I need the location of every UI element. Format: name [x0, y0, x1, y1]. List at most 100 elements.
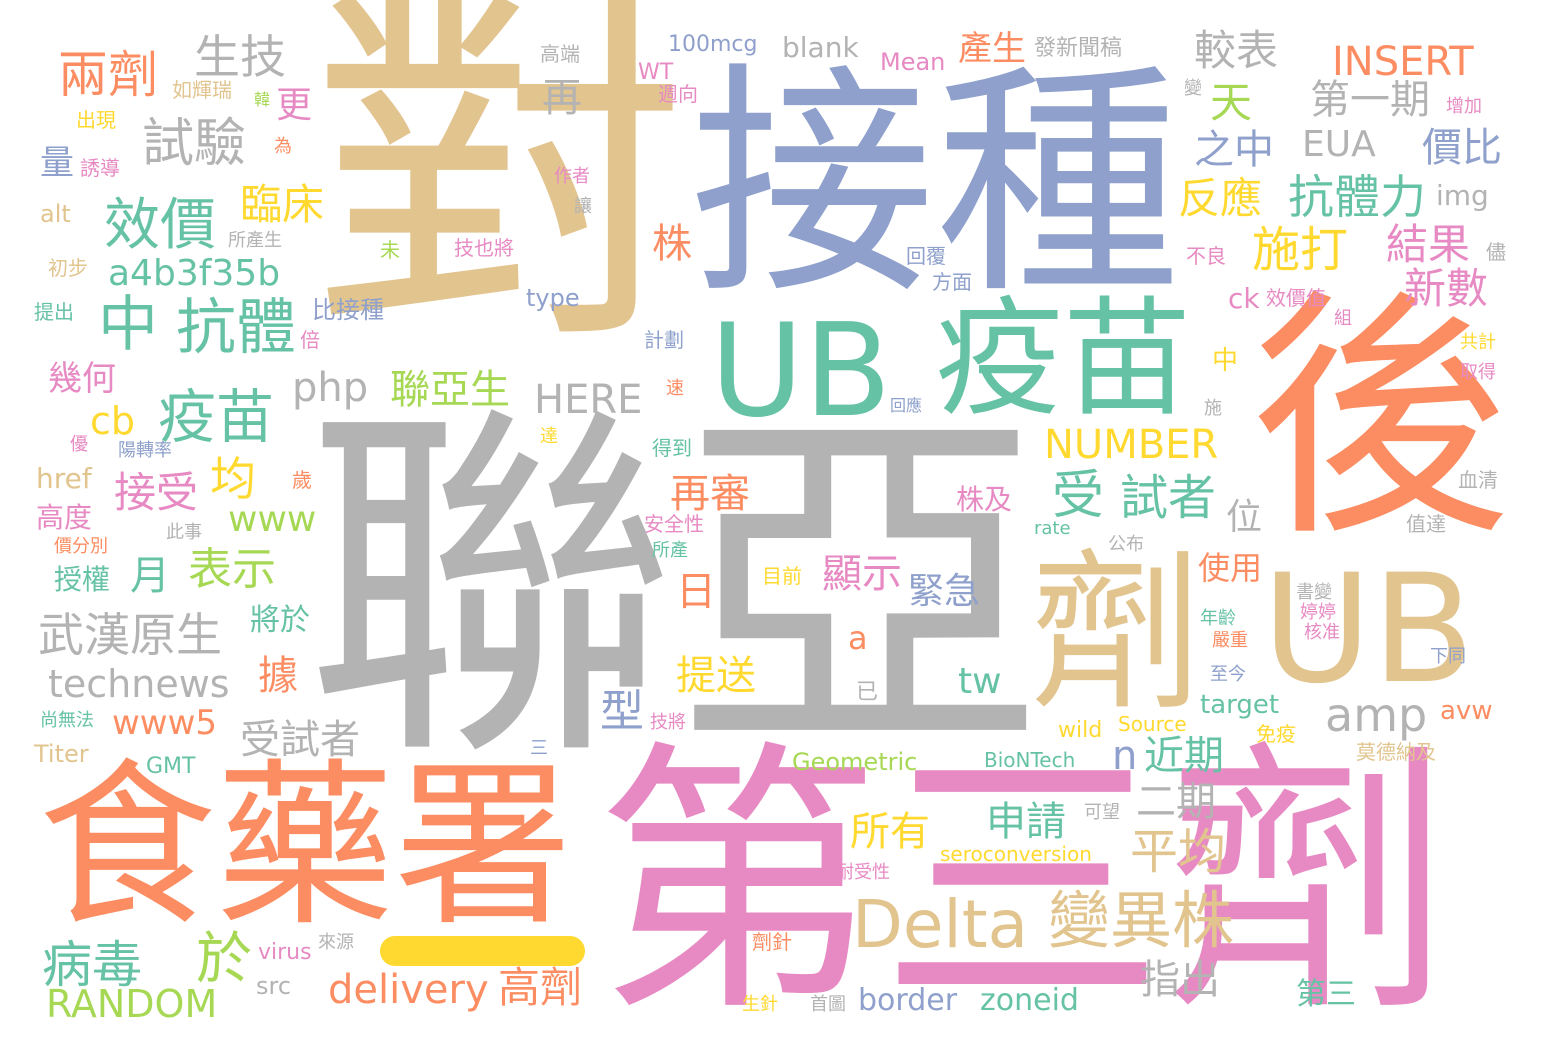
word: virus — [258, 940, 312, 965]
word: 表示 — [188, 544, 276, 595]
word: Source — [1118, 712, 1187, 736]
word: 方面 — [932, 270, 972, 294]
word: avw — [1440, 696, 1493, 726]
word: 莫德納及 — [1356, 740, 1436, 764]
word: 得到 — [652, 436, 692, 460]
word: wild — [1058, 718, 1103, 743]
word: 取得 — [1460, 362, 1496, 383]
word: 速 — [666, 378, 684, 399]
word: 讓 — [574, 196, 592, 217]
word: 劑 — [1030, 533, 1202, 734]
word: 反應 — [1178, 174, 1263, 223]
word: 再審 — [670, 471, 750, 517]
word: 發新聞稿 — [1034, 36, 1123, 61]
word: 試驗 — [142, 114, 247, 174]
word: 變異株 — [1048, 884, 1235, 957]
word: 幾何 — [48, 359, 116, 399]
word: blank — [782, 31, 859, 64]
word: 病毒 — [42, 936, 142, 994]
word: WT — [638, 60, 674, 85]
word: 顯示 — [822, 551, 902, 597]
word: border — [858, 983, 958, 1018]
word: INSERT — [1332, 39, 1474, 85]
word: www — [228, 499, 317, 540]
word: 可望 — [1084, 802, 1120, 823]
word: 倍 — [300, 328, 320, 352]
word: 據 — [258, 653, 298, 699]
word: 對 — [310, 0, 690, 391]
word: 比接種 — [312, 296, 384, 324]
word: seroconversion — [940, 842, 1092, 866]
word: 效價 — [104, 193, 216, 258]
word: 未 — [380, 238, 400, 262]
word: php — [292, 365, 369, 411]
word: 歲 — [292, 468, 312, 492]
word: 試者 — [1120, 470, 1217, 526]
word: 核准 — [1304, 622, 1340, 643]
word: 高度 — [36, 501, 93, 534]
word: 增加 — [1446, 96, 1482, 117]
word: 此事 — [166, 522, 202, 543]
word: a4b3f35b — [108, 253, 281, 294]
word: 價比 — [1422, 125, 1502, 171]
word: Mean — [880, 48, 946, 76]
word: www5 — [112, 703, 218, 743]
word: UB — [1262, 543, 1475, 717]
word: 新數 — [1404, 264, 1489, 313]
word: a — [848, 619, 868, 657]
word: 目前 — [762, 564, 802, 588]
word: 組 — [1334, 308, 1352, 329]
word: 公布 — [1108, 534, 1144, 555]
word: 安全性 — [644, 512, 704, 536]
word: 誘導 — [80, 156, 120, 180]
word: 優 — [70, 434, 88, 455]
word: 所有 — [850, 809, 930, 855]
word: 值達 — [1406, 512, 1446, 536]
word: 月 — [130, 553, 170, 599]
word: 疫苗 — [158, 383, 275, 451]
word: 血清 — [1458, 468, 1498, 492]
word: 不良 — [1186, 244, 1226, 268]
word: 共計 — [1460, 332, 1496, 353]
word: 日 — [676, 569, 716, 615]
word: EUA — [1302, 124, 1376, 165]
word: delivery — [328, 967, 489, 1013]
word: 高端 — [540, 42, 580, 66]
word: 中 — [1212, 346, 1239, 376]
word: 聯亞 — [305, 375, 1045, 805]
word: 近期 — [1144, 733, 1224, 779]
word: 首圖 — [810, 994, 846, 1015]
word: Geometric — [792, 748, 918, 776]
word: UB — [710, 297, 892, 446]
word: 之中 — [1194, 127, 1274, 173]
word: 週向 — [658, 82, 698, 106]
word: 臨床 — [240, 180, 325, 229]
word: tw — [958, 661, 1002, 702]
highlight-bar — [380, 936, 585, 966]
word: 尚無法 — [40, 710, 94, 731]
word: HERE — [534, 377, 643, 423]
word: 已 — [856, 680, 879, 705]
word: 受試者 — [240, 717, 360, 763]
word: alt — [40, 200, 71, 228]
word: 生針 — [742, 994, 778, 1015]
word: Titer — [34, 740, 89, 768]
word: 第一期 — [1310, 77, 1430, 123]
word: 計劃 — [644, 328, 684, 352]
word: target — [1200, 690, 1280, 720]
word: cb — [90, 399, 136, 443]
word: 儘 — [1486, 240, 1506, 264]
word: technews — [48, 662, 230, 706]
word: img — [1436, 179, 1489, 212]
word: 作者 — [554, 166, 590, 187]
word: 武漢原生 — [38, 608, 222, 662]
word: 施打 — [1252, 222, 1349, 278]
word: 兩劑 — [58, 46, 158, 104]
word: 所產生 — [228, 230, 282, 251]
word: 陽轉率 — [118, 440, 172, 461]
word: BioNTech — [984, 748, 1076, 772]
word: 嚴重 — [1212, 630, 1248, 651]
word: ck — [1228, 282, 1260, 315]
word: 產生 — [958, 29, 1026, 69]
